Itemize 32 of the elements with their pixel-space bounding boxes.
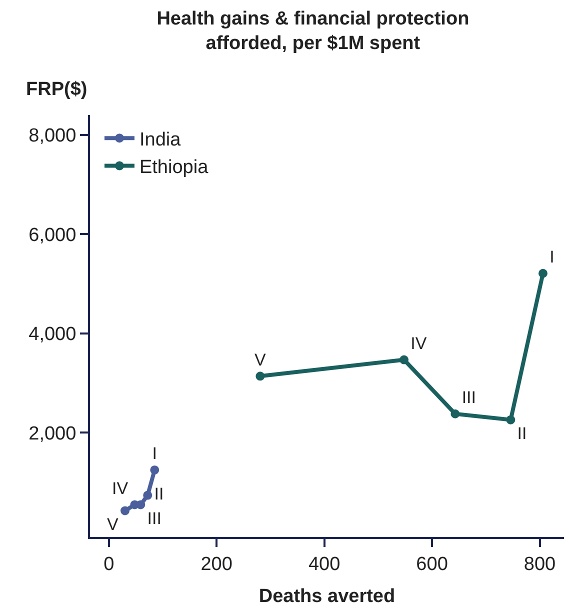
x-axis-title: Deaths averted	[258, 586, 396, 608]
point	[150, 465, 160, 474]
y-tick-label: 4,000	[28, 324, 76, 346]
x-tick-label: 600	[416, 554, 448, 575]
y-tick-label: 8,000	[28, 126, 76, 147]
point	[538, 268, 548, 278]
x-tick-label: 0	[104, 554, 114, 575]
x-tick-label: 200	[200, 554, 232, 575]
point	[450, 409, 460, 418]
data-label: II	[154, 484, 164, 504]
y-axis-title: FRP($)	[26, 79, 88, 100]
point	[256, 372, 265, 381]
point	[400, 355, 409, 364]
data-label: III	[462, 388, 476, 408]
y-tick-label: 2,000	[28, 423, 76, 444]
data-label: III	[147, 509, 162, 528]
y-tick-label: 6,000	[28, 224, 76, 246]
x-tick-label: 400	[308, 554, 340, 575]
point	[120, 506, 130, 516]
legend-label: India	[139, 129, 182, 150]
data-label: II	[517, 424, 527, 444]
x-tick-label: 800	[524, 554, 556, 575]
data-label: IV	[410, 334, 428, 353]
data-label: V	[254, 350, 267, 370]
chart-title: Health gains & financial protection afforded, per $1M spent	[156, 8, 470, 54]
data-label: IV	[112, 478, 129, 498]
legend-label: Ethiopia	[139, 157, 209, 178]
point	[506, 415, 516, 424]
data-label: V	[107, 515, 120, 534]
data-label: I	[550, 247, 554, 266]
data-label: I	[152, 444, 158, 464]
point	[143, 490, 152, 500]
